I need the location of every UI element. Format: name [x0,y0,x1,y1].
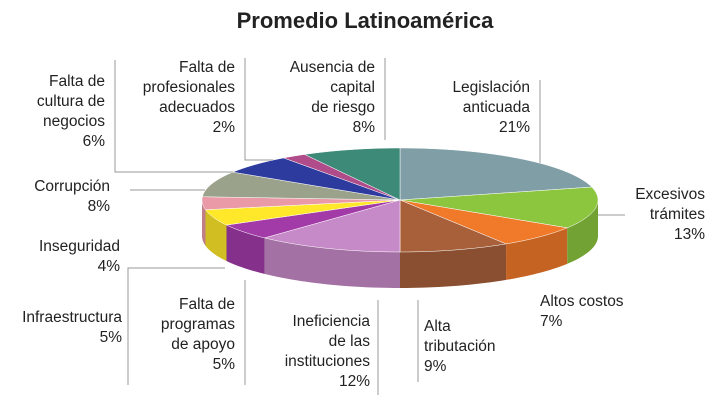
category-label: Altos costos [540,293,624,310]
category-label: Alta tributación [424,318,496,355]
pie-slice [263,199,401,253]
pie-slice-side [264,237,400,288]
slice-label: Altos costos 7% [540,292,624,332]
slice-label: Falta de profesionales adecuados 2% [143,58,235,138]
pie-slice [399,147,593,201]
category-label: Falta de profesionales adecuados [142,59,235,116]
category-label: Infraestructura [22,309,122,326]
pie-slice-side [567,200,598,264]
value-label: 4% [97,258,120,275]
pie-slice [202,171,401,201]
chart-title: Promedio Latinoamérica [236,8,494,33]
slice-label: Inseguridad 4% [39,237,120,277]
category-label: Corrupción [34,178,110,195]
category-label: Legislación anticuada [452,79,530,116]
pie-slice [231,157,401,201]
value-label: 7% [540,313,563,330]
category-label: Ineficiencia de las instituciones [284,313,370,370]
category-label: Falta de programas de apoyo [160,296,235,353]
pie-slice [399,199,508,253]
category-label: Falta de cultura de negocios [36,73,105,130]
value-label: 9% [424,358,447,375]
leader-lines [114,58,625,395]
slice-label: Excesivos trámites 13% [635,185,705,245]
pie-slice [303,147,401,201]
pie-slice [399,186,599,229]
slice-label: Alta tributación 9% [424,317,496,377]
slice-label: Falta de cultura de negocios 6% [37,72,105,152]
value-label: 12% [338,373,370,390]
slice-label: Falta de programas de apoyo 5% [161,295,235,375]
leader-line [244,58,285,161]
slice-label: Infraestructura 5% [22,308,122,348]
pie-slice-side [202,200,206,246]
pie-slice [201,196,401,211]
value-label: 8% [87,198,110,215]
value-label: 2% [212,119,235,136]
value-label: 5% [212,356,235,373]
slice-label: Corrupción 8% [34,177,110,217]
pie-slice [205,199,401,226]
value-label: 5% [99,329,122,346]
category-label: Ausencia de capital de riesgo [289,59,375,116]
value-label: 8% [352,119,375,136]
pie-slice [399,199,569,245]
slice-label: Ausencia de capital de riesgo 8% [290,58,375,138]
leader-line [114,60,265,173]
value-label: 13% [673,226,705,243]
pie-slice-side [506,227,568,280]
value-label: 21% [498,119,530,136]
pie-slice-side [400,243,507,288]
slice-label: Legislación anticuada 21% [452,78,530,138]
category-label: Excesivos trámites [635,186,705,223]
leader-line [127,267,225,385]
pie-slice [225,199,401,239]
pie-slice [282,154,401,201]
pie-slice-side [226,225,265,274]
category-label: Inseguridad [38,238,120,255]
slice-label: Ineficiencia de las instituciones 12% [285,312,370,392]
value-label: 6% [82,133,105,150]
